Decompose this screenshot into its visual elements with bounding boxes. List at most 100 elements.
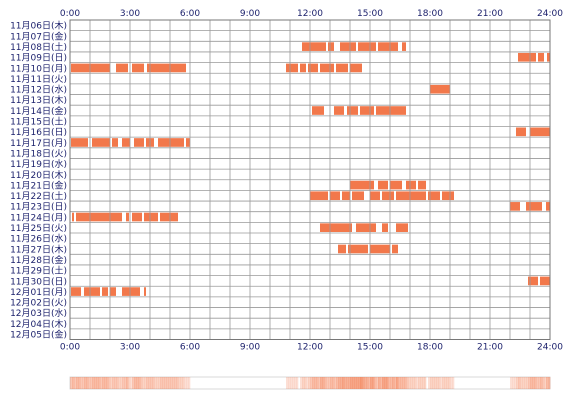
bar-18-5 (160, 212, 178, 222)
summary-cell-155 (380, 377, 383, 389)
bar-16-4 (370, 191, 380, 201)
summary-cell-18 (106, 377, 109, 389)
summary-cell-187 (444, 377, 447, 389)
bar-4-8 (336, 63, 348, 73)
x-tick-bottom-5: 15:00 (357, 343, 383, 353)
summary-cell-182 (434, 377, 437, 389)
summary-cell-221 (512, 377, 515, 389)
summary-cell-154 (378, 377, 381, 389)
x-tick-bottom-1: 3:00 (120, 343, 140, 353)
summary-cell-224 (518, 377, 521, 389)
summary-cell-135 (340, 377, 343, 389)
summary-cell-51 (172, 377, 175, 389)
summary-cell-41 (152, 377, 155, 389)
summary-cell-35 (140, 377, 143, 389)
summary-cell-134 (338, 377, 341, 389)
bar-15-4 (418, 180, 426, 190)
bar-25-1 (84, 287, 100, 296)
day-label-13: 11月19日(水) (10, 158, 67, 170)
bar-18-0 (72, 212, 74, 222)
summary-cell-163 (396, 377, 399, 389)
bar-21-3 (392, 244, 398, 254)
bar-4-4 (286, 63, 298, 73)
bar-18-1 (76, 212, 122, 222)
summary-cell-33 (136, 377, 139, 389)
summary-cell-138 (346, 377, 349, 389)
summary-cell-137 (344, 377, 347, 389)
summary-cell-235 (540, 377, 543, 389)
summary-cell-49 (168, 377, 171, 389)
summary-cell-186 (442, 377, 445, 389)
bar-2-2 (340, 42, 356, 51)
summary-cell-238 (546, 377, 549, 389)
summary-cell-9 (88, 377, 91, 389)
summary-cell-170 (410, 377, 413, 389)
summary-cell-52 (174, 377, 177, 389)
day-label-25: 12月01日(月) (10, 287, 67, 298)
bar-4-5 (300, 63, 306, 73)
summary-cell-220 (510, 377, 513, 389)
day-label-14: 11月20日(木) (10, 169, 67, 181)
day-label-27: 12月03日(水) (10, 307, 67, 319)
summary-cell-47 (164, 377, 167, 389)
summary-cell-223 (516, 377, 519, 389)
bar-4-3 (147, 63, 186, 73)
summary-cell-25 (120, 377, 123, 389)
summary-cell-54 (178, 377, 181, 389)
summary-cell-143 (356, 377, 359, 389)
summary-cell-0 (70, 377, 73, 389)
bar-19-2 (382, 223, 388, 232)
bar-25-4 (122, 287, 140, 296)
x-tick-bottom-4: 12:00 (297, 343, 323, 353)
summary-cell-13 (96, 377, 99, 389)
bar-4-6 (308, 63, 318, 73)
summary-cell-167 (404, 377, 407, 389)
summary-cell-152 (374, 377, 377, 389)
summary-cell-31 (132, 377, 135, 389)
summary-cell-146 (362, 377, 365, 389)
day-label-26: 12月02日(火) (10, 298, 67, 309)
summary-cell-40 (150, 377, 153, 389)
summary-cell-42 (154, 377, 157, 389)
summary-cell-4 (78, 377, 81, 389)
summary-cell-6 (82, 377, 85, 389)
bar-16-1 (330, 191, 340, 201)
bar-2-0 (302, 42, 326, 51)
summary-cell-157 (384, 377, 387, 389)
summary-cell-8 (86, 377, 89, 389)
summary-cell-149 (368, 377, 371, 389)
summary-cell-1 (72, 377, 75, 389)
bar-17-2 (546, 202, 550, 211)
summary-cell-141 (352, 377, 355, 389)
summary-cell-21 (112, 377, 115, 389)
summary-cell-222 (514, 377, 517, 389)
summary-cell-173 (416, 377, 419, 389)
bar-2-1 (328, 42, 334, 51)
summary-cell-185 (440, 377, 443, 389)
summary-cell-20 (110, 377, 113, 389)
summary-cell-122 (314, 377, 317, 389)
summary-cell-112 (294, 377, 297, 389)
summary-cell-233 (536, 377, 539, 389)
summary-cell-45 (160, 377, 163, 389)
summary-cell-17 (104, 377, 107, 389)
x-tick-top-8: 24:00 (537, 9, 563, 19)
summary-cell-3 (76, 377, 79, 389)
summary-cell-131 (332, 377, 335, 389)
summary-cell-29 (128, 377, 131, 389)
bar-4-1 (116, 63, 128, 73)
bar-16-8 (442, 191, 454, 201)
summary-cell-7 (84, 377, 87, 389)
summary-cell-156 (382, 377, 385, 389)
x-tick-top-3: 9:00 (240, 9, 260, 19)
bar-15-0 (350, 180, 374, 190)
x-tick-top-2: 6:00 (180, 9, 200, 19)
summary-cell-165 (400, 377, 403, 389)
bar-17-1 (526, 202, 542, 211)
summary-cell-48 (166, 377, 169, 389)
x-tick-top-7: 21:00 (477, 9, 503, 19)
summary-cell-230 (530, 377, 533, 389)
summary-cell-57 (184, 377, 187, 389)
summary-cell-36 (142, 377, 145, 389)
bar-11-1 (92, 138, 110, 147)
